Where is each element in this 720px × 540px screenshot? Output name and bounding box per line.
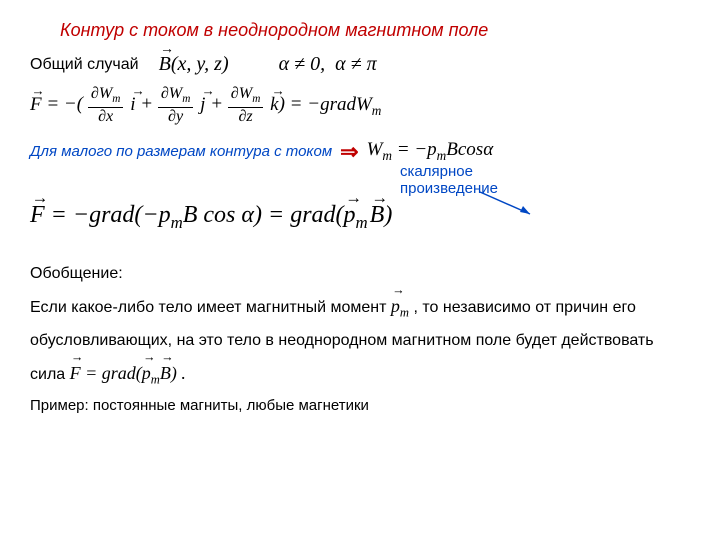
implies-arrow-icon: ⇒ [340,139,358,165]
general-case-label: Общий случай [30,56,139,74]
summary-text-1: Если какое-либо тело имеет магнитный мом… [30,299,391,316]
energy-eq: Wm = −pmBcosα [367,139,494,164]
force-gradient-eq: F = −( ∂Wm∂x i + ∂Wm∂y j + ∂Wm∂z k) = −g… [30,86,690,125]
pm-symbol: pm [391,296,414,316]
summary-label: Обобщение: [30,265,123,282]
annotation-arrow-icon [475,189,545,219]
slide-title: Контур с током в неоднородном магнитном … [60,20,690,41]
summary-force-eq: F = grad(pmB) . [70,363,186,383]
example-text: Пример: постоянные магниты, любые магнет… [30,397,690,414]
b-field-expr: B(x, y, z) [159,53,229,76]
alpha-conditions: α ≠ 0, α ≠ π [279,53,377,76]
summary-block: Обобщение: Если какое-либо тело имеет ма… [30,259,690,393]
small-loop-label: Для малого по размерам контура с током [30,143,332,160]
f-grad-scalar-eq: F = −grad(−pmB cos α) = grad(pmB) [30,202,392,233]
